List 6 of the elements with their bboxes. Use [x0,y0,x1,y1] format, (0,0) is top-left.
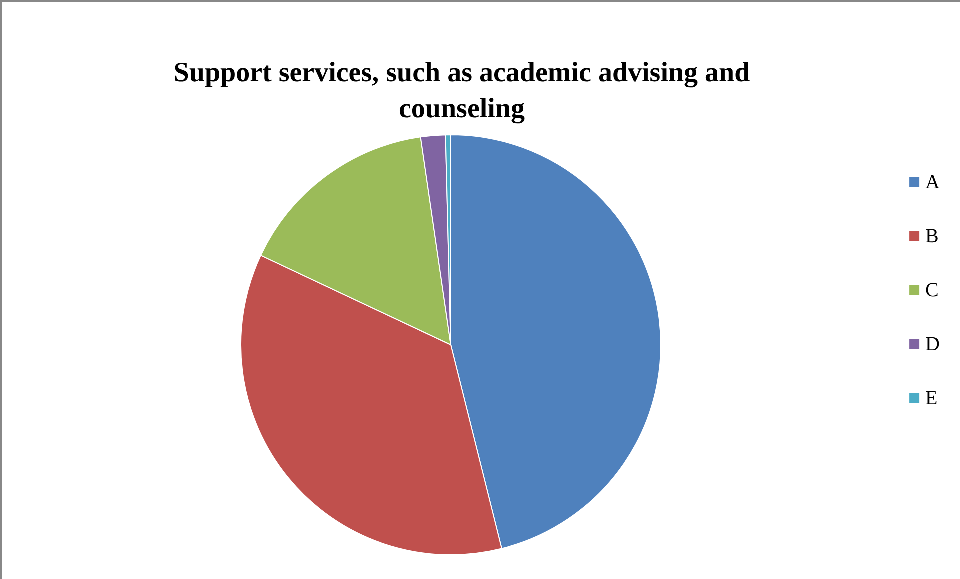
chart-title: Support services, such as academic advising and counseling [174,58,751,124]
legend-label: E [926,388,938,410]
legend-label: B [926,226,939,248]
legend-label: D [926,334,940,356]
legend-label: A [926,172,941,194]
legend-label: C [926,280,939,302]
